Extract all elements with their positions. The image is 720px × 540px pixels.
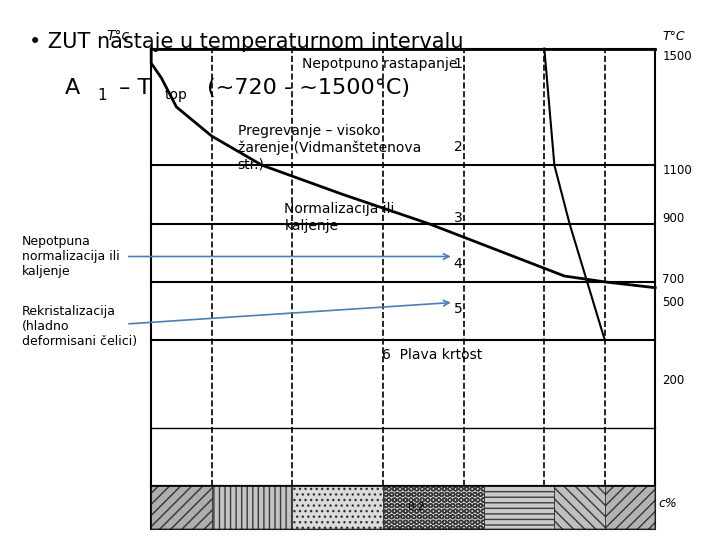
- Text: 2: 2: [454, 140, 462, 154]
- Text: 5: 5: [454, 302, 462, 316]
- Text: 4: 4: [454, 256, 462, 271]
- Text: 3: 3: [454, 211, 462, 225]
- Text: Nepotpuno rastapanje: Nepotpuno rastapanje: [302, 57, 458, 71]
- Text: 1100: 1100: [662, 164, 692, 177]
- Text: Normalizacija ili
kaljenje: Normalizacija ili kaljenje: [284, 202, 395, 233]
- Bar: [605, 486, 655, 529]
- Bar: [554, 486, 605, 529]
- Text: 1500: 1500: [662, 50, 692, 63]
- Text: A: A: [65, 78, 80, 98]
- Text: 1: 1: [454, 57, 462, 71]
- Text: 900: 900: [662, 212, 685, 225]
- Bar: [484, 486, 554, 529]
- Text: c%: c%: [659, 497, 678, 510]
- Text: Rekristalizacija
(hladno
deformisani čelici): Rekristalizacija (hladno deformisani čel…: [22, 305, 137, 348]
- Text: top: top: [164, 88, 187, 102]
- Bar: [151, 49, 655, 486]
- Text: Nepotpuna
normalizacija ili
kaljenje: Nepotpuna normalizacija ili kaljenje: [22, 235, 120, 278]
- Text: 700: 700: [662, 273, 685, 286]
- Text: T°c: T°c: [107, 29, 130, 43]
- Bar: [151, 486, 212, 529]
- Text: 1: 1: [97, 88, 107, 103]
- Text: T°C: T°C: [662, 30, 685, 43]
- Bar: [212, 486, 292, 529]
- Text: 6  Plava krtost: 6 Plava krtost: [382, 348, 482, 362]
- Text: 0.2: 0.2: [407, 502, 425, 512]
- Bar: [292, 486, 383, 529]
- Text: 200: 200: [662, 374, 685, 387]
- Text: (~720 - ~1500°C): (~720 - ~1500°C): [200, 78, 410, 98]
- Bar: [383, 486, 484, 529]
- Text: 500: 500: [662, 296, 685, 309]
- Text: • ZUT nastaje u temperaturnom intervalu: • ZUT nastaje u temperaturnom intervalu: [29, 32, 463, 52]
- Text: Pregrevanje – visoko
žarenje (Vidmanštetenova
str.): Pregrevanje – visoko žarenje (Vidmanštet…: [238, 124, 421, 171]
- Text: – T: – T: [112, 78, 151, 98]
- Bar: [151, 486, 655, 529]
